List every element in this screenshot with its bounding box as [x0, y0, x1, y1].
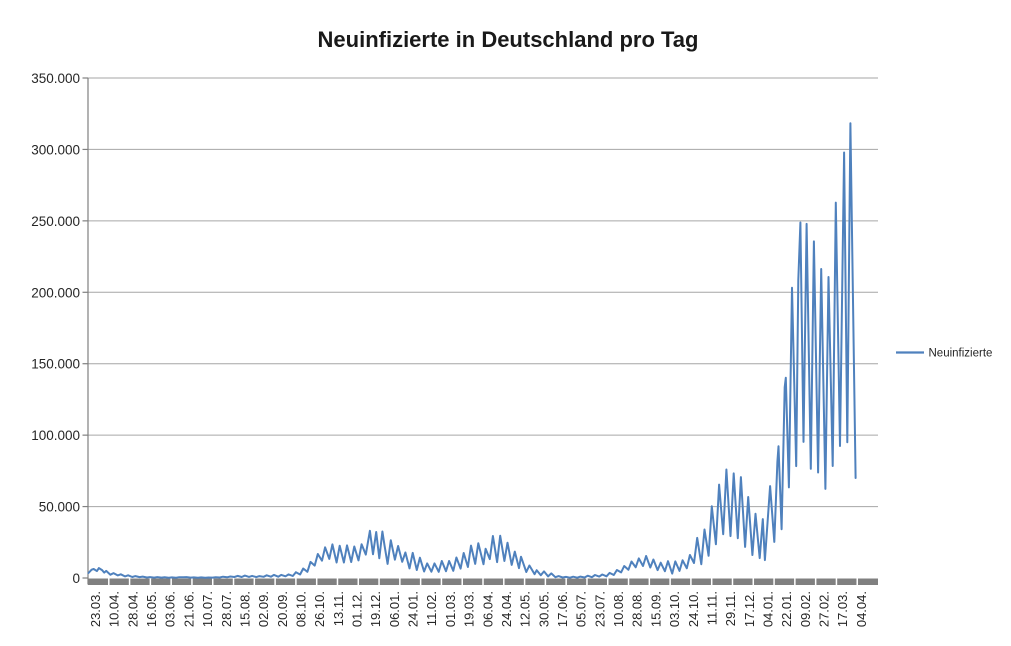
axis-tick-gap: [669, 578, 671, 585]
x-tick-label: 19.03.: [462, 591, 477, 627]
axis-tick-gap: [731, 578, 734, 585]
x-tick-label: 23.03.: [88, 591, 103, 627]
x-tick-label: 20.09.: [275, 591, 290, 627]
axis-tick-gap: [773, 578, 775, 585]
axis-tick-gap: [710, 578, 713, 585]
x-tick-label: 19.12.: [368, 591, 383, 627]
legend[interactable]: Neuinfizierte: [896, 348, 992, 360]
x-tick-label: 15.09.: [648, 591, 663, 627]
x-tick-label: 28.04.: [125, 591, 140, 627]
axis-tick-gap: [544, 578, 547, 585]
x-tick-label: 24.04.: [499, 591, 514, 627]
x-tick-label: 28.07.: [219, 591, 234, 627]
axis-tick-gap: [440, 578, 443, 585]
axis-tick-gap: [565, 578, 567, 585]
axis-tick-gap: [690, 578, 692, 585]
axis-tick-gap: [128, 578, 131, 585]
x-tick-label: 17.03.: [835, 591, 850, 627]
y-tick-label: 250.000: [31, 214, 80, 229]
y-tick-label: 150.000: [31, 357, 80, 372]
y-tick-label: 50.000: [39, 500, 80, 515]
legend-label: Neuinfizierte: [929, 348, 993, 360]
x-tick-label: 30.05.: [536, 591, 551, 627]
axis-tick-gap: [419, 578, 422, 585]
x-tick-label: 26.10.: [312, 591, 327, 627]
y-axis: [82, 77, 89, 585]
x-tick-label: 23.07.: [592, 591, 607, 627]
chart-title: Neuinfizierte in Deutschland pro Tag: [318, 27, 699, 52]
x-tick-label: 10.08.: [611, 591, 626, 627]
x-tick-label: 01.12.: [350, 591, 365, 627]
x-tick-label: 06.04.: [480, 591, 495, 627]
axis-tick-gap: [274, 578, 276, 585]
axis-tick-gap: [357, 578, 360, 585]
axis-tick-gap: [835, 578, 838, 585]
axis-tick-gap: [191, 578, 193, 585]
x-tick-label: 10.04.: [107, 591, 122, 627]
x-tick-label: 03.10.: [667, 591, 682, 627]
axis-tick-gap: [607, 578, 609, 585]
axis-tick-gap: [253, 578, 256, 585]
x-tick-label: 11.02.: [424, 591, 439, 626]
axis-tick-gap: [108, 578, 110, 585]
axis-tick-gap: [586, 578, 588, 585]
x-tick-label: 28.08.: [630, 591, 645, 627]
y-tick-label: 100.000: [31, 428, 80, 443]
x-tick-label: 21.06.: [181, 591, 196, 627]
x-tick-label: 09.02.: [798, 591, 813, 627]
x-tick-label: 17.12.: [742, 591, 757, 627]
axis-tick-gap: [461, 578, 463, 585]
axis-tick-gap: [378, 578, 380, 585]
x-tick-label: 10.07.: [200, 591, 215, 627]
x-tick-label: 17.06.: [555, 591, 570, 627]
x-tick-label: 24.01.: [406, 591, 421, 627]
axis-tick-gap: [856, 578, 858, 585]
axis-tick-gap: [295, 578, 297, 585]
y-tick-label: 300.000: [31, 142, 80, 157]
x-axis-labels: 23.03. 10.04. 28.04. 16.05. 03.06. 21.06. 10.0…: [88, 591, 869, 627]
axis-tick-gap: [315, 578, 318, 585]
x-tick-label: 08.10.: [293, 591, 308, 627]
axis-tick-gap: [794, 578, 796, 585]
y-tick-label: 350.000: [31, 71, 80, 86]
x-tick-label: 15.08.: [237, 591, 252, 627]
x-tick-label: 02.09.: [256, 591, 271, 627]
axis-tick-gap: [211, 578, 214, 585]
y-axis-labels: 0 50.000 100.000 150.000 200.000 250.000 300.0…: [31, 71, 80, 586]
x-tick-label: 05.07.: [574, 591, 589, 627]
x-axis-bar: [88, 578, 878, 585]
axis-tick-gap: [503, 578, 505, 585]
x-tick-label: 03.06.: [163, 591, 178, 627]
x-tick-label: 29.11.: [723, 591, 738, 626]
axis-tick-gap: [523, 578, 526, 585]
y-gridlines: [88, 77, 878, 508]
axis-tick-gap: [752, 578, 755, 585]
x-tick-label: 13.11.: [331, 591, 346, 626]
axis-tick-gap: [170, 578, 172, 585]
axis-tick-gap: [482, 578, 484, 585]
x-tick-label: 04.01.: [760, 591, 775, 627]
x-tick-label: 22.01.: [779, 591, 794, 627]
axis-tick-gap: [814, 578, 817, 585]
x-tick-label: 24.10.: [686, 591, 701, 627]
axis-tick-gap: [627, 578, 630, 585]
x-tick-label: 27.02.: [817, 591, 832, 627]
x-tick-label: 06.01.: [387, 591, 402, 627]
x-tick-label: 01.03.: [443, 591, 458, 627]
series-line-neuinfizierte[interactable]: [87, 122, 857, 579]
y-tick-label: 200.000: [31, 285, 80, 300]
x-tick-label: 11.11.: [704, 591, 719, 625]
axis-tick-gap: [399, 578, 401, 585]
axis-tick-gap: [648, 578, 651, 585]
x-tick-label: 16.05.: [144, 591, 159, 627]
x-tick-label: 12.05.: [518, 591, 533, 627]
axis-tick-gap: [232, 578, 235, 585]
y-tick-label: 0: [72, 571, 80, 586]
axis-tick-gap: [336, 578, 339, 585]
x-tick-label: 04.04.: [854, 591, 869, 627]
axis-tick-gap: [149, 578, 152, 585]
